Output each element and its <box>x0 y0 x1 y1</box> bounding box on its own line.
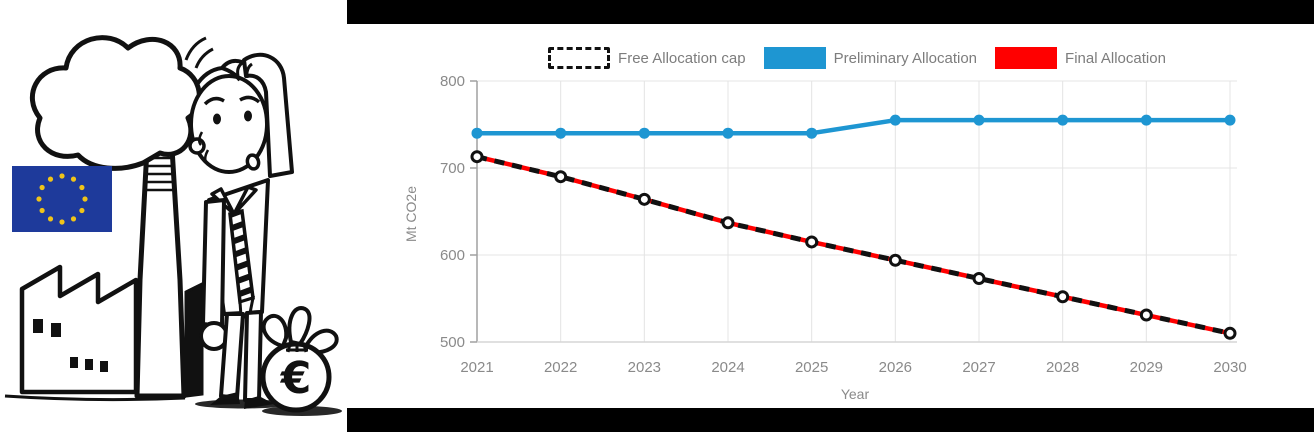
svg-text:600: 600 <box>440 247 465 264</box>
factory-icon <box>19 264 204 398</box>
svg-text:2028: 2028 <box>1046 359 1079 376</box>
ground-line <box>4 394 186 402</box>
svg-text:2024: 2024 <box>711 359 744 376</box>
svg-text:2029: 2029 <box>1130 359 1163 376</box>
money-bag-icon: € <box>195 306 342 416</box>
man-eyebrows <box>203 95 261 106</box>
eu-flag-icon <box>12 166 112 232</box>
worried-man <box>184 36 294 409</box>
svg-text:2021: 2021 <box>460 359 493 376</box>
legend-item-final-allocation: Final Allocation <box>995 47 1166 69</box>
chart-panel: Free Allocation cap Preliminary Allocati… <box>347 24 1314 408</box>
legend-item-free-allocation-cap: Free Allocation cap <box>548 47 746 69</box>
smoke-cloud-icon <box>29 35 202 171</box>
cartoon-svg: € <box>4 35 342 416</box>
factory-chimney-icon <box>134 145 187 399</box>
man-tie <box>228 208 255 320</box>
cartoon-illustration: € <box>0 0 347 432</box>
legend-item-preliminary-allocation: Preliminary Allocation <box>763 47 978 69</box>
motion-lines <box>184 36 214 69</box>
x-axis-title: Year <box>840 386 870 402</box>
svg-text:2026: 2026 <box>879 359 912 376</box>
bag-knot <box>286 342 308 353</box>
man-hair <box>194 58 243 88</box>
svg-text:2023: 2023 <box>628 359 661 376</box>
sweat-drops <box>198 131 210 164</box>
y-axis-title: Mt CO2e <box>403 186 419 243</box>
svg-text:2027: 2027 <box>962 359 995 376</box>
man-head <box>188 58 269 174</box>
svg-text:2030: 2030 <box>1213 359 1246 376</box>
svg-text:500: 500 <box>440 334 465 351</box>
factory-windows <box>33 319 108 372</box>
dashed-line-swatch-icon <box>548 47 611 69</box>
man-eye-left <box>213 113 221 125</box>
line-chart: 500 600 700 800 2021 2022 2023 2024 2025 2026 2027… <box>440 73 1247 376</box>
euro-symbol: € <box>280 353 312 404</box>
svg-text:2025: 2025 <box>795 359 828 376</box>
man-hanging-arm <box>201 198 226 328</box>
legend-label: Free Allocation cap <box>618 49 746 67</box>
man-mouth <box>245 153 261 171</box>
chart-video-frame: Free Allocation cap Preliminary Allocati… <box>347 0 1314 432</box>
blue-line-swatch-icon <box>763 47 826 69</box>
svg-text:2022: 2022 <box>544 359 577 376</box>
man-hand-fingers <box>236 60 253 79</box>
man-eye-right <box>244 110 252 122</box>
man-ear <box>188 137 206 155</box>
svg-text:800: 800 <box>440 73 465 90</box>
feet-shadow <box>195 399 291 409</box>
eu-flag-stars <box>36 173 88 225</box>
chart-legend: Free Allocation cap Preliminary Allocati… <box>477 44 1237 72</box>
man-legs <box>219 310 263 402</box>
red-line-swatch-icon <box>995 47 1058 69</box>
svg-text:700: 700 <box>440 160 465 177</box>
legend-label: Final Allocation <box>1065 49 1166 67</box>
legend-label: Preliminary Allocation <box>833 49 978 67</box>
